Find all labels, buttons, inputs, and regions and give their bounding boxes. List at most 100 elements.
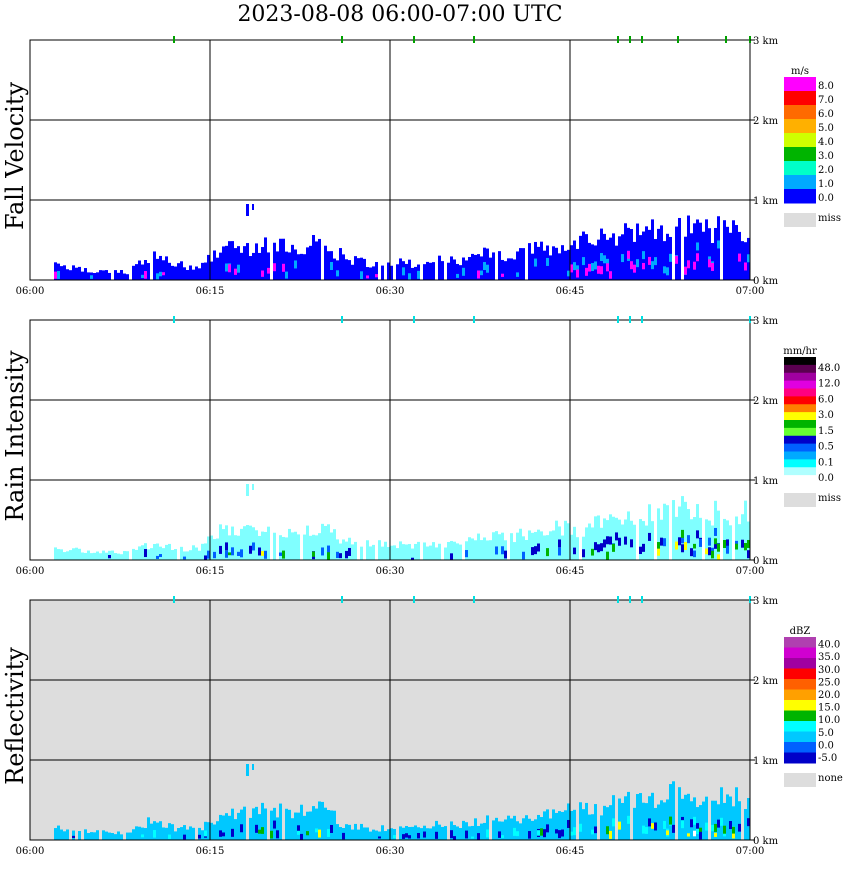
echo-cell: [252, 542, 255, 551]
y-tick-label: 1 km: [753, 756, 779, 767]
echo-column: [174, 266, 177, 280]
echo-cell: [681, 529, 684, 538]
echo-column: [540, 531, 543, 560]
echo-column: [444, 547, 447, 560]
echo-cell: [228, 264, 231, 273]
echo-cell: [108, 554, 111, 559]
echo-cell: [663, 538, 666, 547]
echo-cell: [666, 830, 669, 836]
echo-cell: [225, 542, 228, 551]
echo-column: [165, 544, 168, 560]
echo-cell: [297, 825, 300, 834]
echo-cell: [729, 821, 732, 830]
echo-column: [291, 244, 294, 280]
echo-column: [129, 832, 132, 840]
echo-cell: [594, 826, 597, 834]
echo-column: [687, 215, 690, 280]
echo-column: [609, 237, 612, 280]
echo-column: [681, 496, 684, 560]
echo-cell: [537, 543, 540, 552]
echo-cell: [453, 836, 456, 840]
echo-column: [366, 827, 369, 840]
echo-column: [177, 828, 180, 840]
echo-column: [474, 818, 477, 840]
echo-column: [663, 503, 666, 560]
echo-column: [252, 808, 255, 840]
echo-column: [327, 251, 330, 280]
echo-cell: [687, 833, 690, 837]
legend-label: 4.0: [818, 137, 834, 148]
echo-cell: [591, 263, 594, 272]
echo-cell: [717, 554, 720, 560]
echo-column: [450, 540, 453, 560]
echo-cell: [225, 550, 228, 558]
echo-column: [726, 226, 729, 280]
echo-column: [78, 830, 81, 840]
echo-cell: [714, 540, 717, 549]
echo-cell: [591, 829, 594, 835]
legend-label: 5.0: [818, 123, 834, 134]
echo-column: [522, 248, 525, 280]
echo-cell: [501, 546, 504, 555]
echo-column: [141, 264, 144, 280]
legend-unit-label: dBZ: [790, 626, 811, 637]
echo-cell: [585, 267, 588, 276]
echo-column: [381, 546, 384, 560]
echo-column: [471, 538, 474, 560]
echo-column: [597, 515, 600, 560]
echo-column: [606, 807, 609, 840]
echo-column: [555, 812, 558, 840]
echo-cell: [723, 825, 726, 834]
legend-swatch: [784, 731, 816, 743]
echo-column: [405, 544, 408, 560]
echo-cell: [339, 553, 342, 559]
echo-column: [264, 808, 267, 840]
echo-column: [285, 251, 288, 280]
legend-swatch: [784, 721, 816, 732]
echo-column: [354, 541, 357, 560]
echo-column: [390, 545, 393, 560]
echo-column: [348, 260, 351, 280]
echo-column: [735, 516, 738, 560]
echo-cell: [336, 270, 339, 277]
echo-column: [315, 535, 318, 560]
echo-column: [102, 550, 105, 560]
echo-column: [594, 516, 597, 560]
echo-cell: [285, 271, 288, 279]
spike-mark: [173, 596, 175, 603]
echo-cell: [642, 251, 645, 260]
echo-cell: [714, 527, 717, 536]
echo-column: [705, 796, 708, 840]
echo-column: [228, 241, 231, 280]
echo-cell: [669, 253, 672, 262]
echo-column: [108, 272, 111, 280]
echo-column: [138, 546, 141, 560]
echo-column: [255, 243, 258, 280]
legend-label: 30.0: [818, 665, 840, 676]
echo-column: [525, 539, 528, 560]
echo-column: [435, 547, 438, 560]
echo-cell: [654, 822, 657, 831]
echo-column: [222, 529, 225, 560]
echo-column: [474, 254, 477, 280]
echo-column: [240, 252, 243, 280]
x-tick-label: 06:15: [196, 286, 225, 297]
echo-column: [72, 548, 75, 560]
echo-column: [645, 226, 648, 280]
echo-column: [297, 534, 300, 560]
echo-column: [357, 829, 360, 840]
echo-column: [75, 267, 78, 280]
echo-column: [117, 831, 120, 840]
echo-column: [198, 827, 201, 840]
echo-column: [381, 825, 384, 840]
echo-column: [333, 258, 336, 280]
echo-cell: [708, 537, 711, 546]
echo-column: [312, 534, 315, 560]
echo-column: [393, 545, 396, 560]
echo-column: [378, 540, 381, 560]
echo-column: [651, 521, 654, 560]
echo-column: [486, 248, 489, 280]
legend-swatch: [784, 475, 816, 484]
echo-column: [438, 543, 441, 560]
legend-swatch: [784, 357, 816, 366]
